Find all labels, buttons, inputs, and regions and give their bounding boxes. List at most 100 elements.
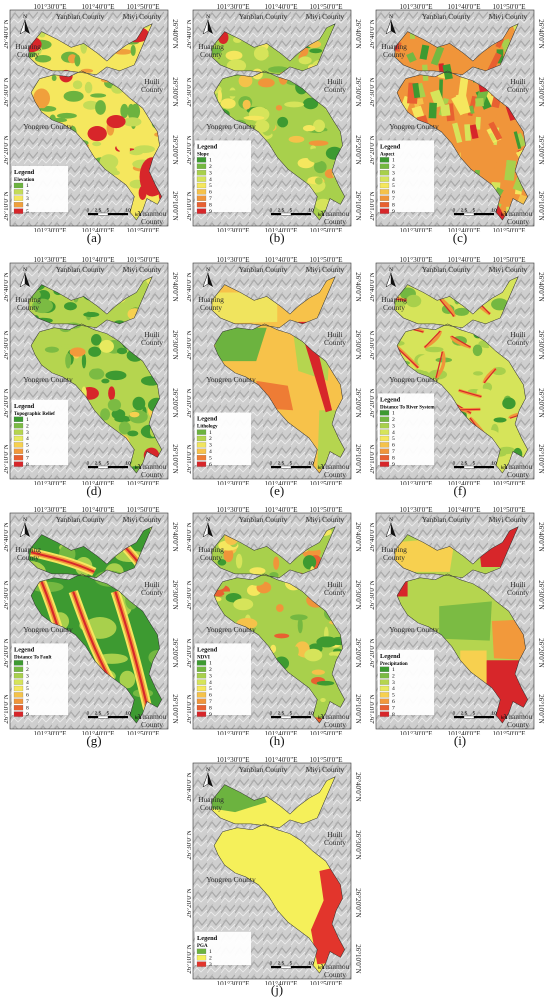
scale-bar-label: 10 — [308, 711, 314, 717]
legend-title: Legend PGA — [197, 935, 218, 949]
scale-bar: 0 2.5 5 10 km — [453, 711, 508, 722]
north-arrow-icon: N — [202, 517, 213, 538]
legend-swatch — [13, 195, 24, 201]
north-arrow-icon: N — [202, 767, 213, 788]
y-tick-label-left: 26°30'0"N — [4, 580, 10, 609]
x-tick-label-top: 101°30'0"E — [216, 257, 250, 264]
map-panel-i: N Yanbian County Miyi County Huaping County H… — [370, 507, 545, 735]
legend-title: Legend Elevation — [14, 169, 35, 183]
county-label: Miyi County — [306, 12, 345, 21]
legend-item-label: 5 — [209, 455, 212, 461]
legend-item-label: 2 — [26, 667, 29, 673]
x-tick-label-top: 101°50'0"E — [492, 507, 526, 514]
y-tick-label-left: 26°20'0"N — [187, 888, 193, 917]
north-label: N — [206, 517, 210, 523]
y-tick-label-left: 26°30'0"N — [187, 330, 193, 359]
y-tick-label-right: 26°30'0"N — [354, 580, 362, 609]
y-tick-label-right: 26°20'0"N — [171, 388, 179, 417]
legend-item-label: 9 — [209, 209, 212, 215]
scale-bar-label: 5 — [290, 711, 293, 717]
legend-item-label: 3 — [26, 430, 29, 436]
scale-bar-unit: km — [135, 465, 141, 471]
legend-item-label: 5 — [26, 443, 29, 449]
legend-swatch — [379, 698, 390, 704]
legend-item-label: 8 — [392, 202, 395, 208]
county-label: Huili County — [141, 580, 163, 597]
x-tick-label-top: 101°50'0"E — [126, 4, 160, 11]
y-tick-label-left: 26°20'0"N — [187, 388, 193, 417]
scale-bar-label: 10 — [491, 711, 497, 717]
y-tick-label-left: 26°10'0"N — [187, 191, 193, 220]
legend-item-label: 2 — [26, 190, 29, 196]
county-label: Yuanmou County — [138, 209, 167, 226]
legend-item-label: 1 — [26, 661, 29, 667]
legend-item-label: 5 — [26, 686, 29, 692]
county-label: Yuanmou County — [138, 462, 167, 479]
y-tick-label-left: 26°40'0"N — [4, 19, 10, 48]
legend-item-label: 4 — [392, 177, 395, 183]
legend-swatch — [13, 429, 24, 435]
legend-swatch — [196, 455, 207, 461]
x-tick-label-top: 101°40'0"E — [81, 507, 115, 514]
y-tick-label-right: 26°10'0"N — [354, 694, 362, 723]
panel-caption: (a) — [86, 230, 102, 245]
legend-swatch — [379, 157, 390, 163]
panel-caption: (g) — [86, 733, 102, 748]
y-tick-label-left: 26°30'0"N — [4, 77, 10, 106]
y-tick-label-right: 26°20'0"N — [537, 135, 545, 164]
county-label: Yanbian County — [239, 765, 288, 774]
legend-swatch — [379, 410, 390, 416]
scale-bar-label: 0 — [270, 461, 273, 467]
x-tick-label-bottom: 101°50'0"E — [492, 227, 526, 232]
scale-bar-label: 10 — [308, 461, 314, 467]
legend-title: Legend Topographic Relief — [14, 403, 55, 417]
county-label: Yongren County — [206, 122, 256, 131]
legend-swatch — [13, 455, 24, 461]
scale-bar-label: 0 — [87, 461, 90, 467]
legend-swatch — [379, 711, 390, 717]
legend-item-label: 4 — [392, 430, 395, 436]
y-tick-label-right: 26°10'0"N — [171, 444, 179, 473]
scale-bar-label: 0 — [453, 711, 456, 717]
y-tick-label-right: 26°30'0"N — [171, 77, 179, 106]
legend-item-label: 5 — [392, 183, 395, 189]
legend-item-label: 2 — [209, 667, 212, 673]
x-tick-label-bottom: 101°30'0"E — [399, 480, 433, 485]
x-tick-label-bottom: 101°40'0"E — [264, 480, 298, 485]
county-label: Yongren County — [389, 122, 439, 131]
county-label: Huili County — [507, 330, 529, 347]
legend-item-label: 9 — [26, 712, 29, 718]
panel-caption: (e) — [269, 483, 285, 498]
north-label: N — [389, 14, 393, 20]
legend-item-label: 6 — [26, 693, 29, 699]
legend-item-label: 8 — [392, 712, 395, 718]
scale-bar-label: 0 — [453, 461, 456, 467]
legend-swatch — [196, 711, 207, 717]
legend-swatch — [379, 170, 390, 176]
county-label: Huaping County — [198, 545, 224, 562]
y-tick-label-right: 26°20'0"N — [354, 135, 362, 164]
y-tick-label-left: 26°40'0"N — [4, 522, 10, 551]
x-tick-label-top: 101°50'0"E — [309, 507, 343, 514]
county-label: Yuanmou County — [138, 712, 167, 729]
legend-swatch — [196, 660, 207, 666]
x-tick-label-bottom: 101°30'0"E — [33, 730, 67, 735]
county-label: Yongren County — [206, 625, 256, 634]
y-tick-label-left: 26°20'0"N — [4, 638, 10, 667]
county-label: Yanbian County — [56, 515, 105, 524]
legend-swatch — [13, 660, 24, 666]
legend-item-label: 8 — [392, 455, 395, 461]
panel-caption: (c) — [452, 230, 468, 245]
y-tick-label-right: 26°40'0"N — [537, 522, 545, 551]
county-label: Yanbian County — [422, 12, 471, 21]
legend-swatch — [13, 705, 24, 711]
x-tick-label-bottom: 101°50'0"E — [126, 480, 160, 485]
legend-swatch — [379, 429, 390, 435]
legend-item-label: 6 — [392, 443, 395, 449]
legend-title: Legend Lithology — [197, 416, 218, 430]
county-label: Miyi County — [306, 265, 345, 274]
scale-bar: 0 2.5 5 10 km — [87, 711, 142, 722]
scale-bar-label: 5 — [290, 208, 293, 214]
y-tick-label-left: 26°20'0"N — [370, 388, 376, 417]
